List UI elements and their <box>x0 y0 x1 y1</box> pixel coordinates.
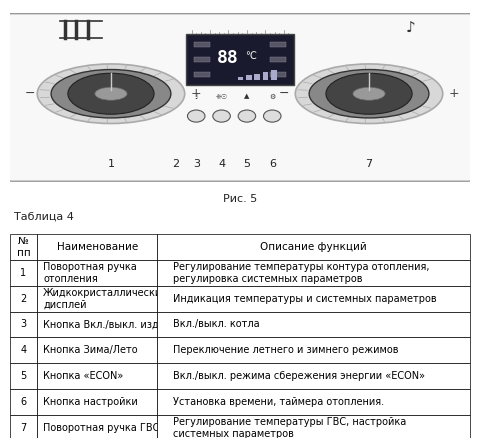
Text: ▲: ▲ <box>244 94 250 99</box>
Bar <box>270 57 286 62</box>
Text: 4: 4 <box>218 159 225 170</box>
Text: 1: 1 <box>108 159 114 170</box>
Text: −: − <box>278 87 289 100</box>
Text: Рис. 5: Рис. 5 <box>223 194 257 204</box>
Circle shape <box>37 64 185 124</box>
Text: −: − <box>25 87 36 100</box>
Bar <box>263 72 268 80</box>
Ellipse shape <box>326 73 412 114</box>
Ellipse shape <box>68 73 154 114</box>
Bar <box>271 70 276 80</box>
Text: 3: 3 <box>193 159 200 170</box>
Circle shape <box>309 70 429 118</box>
Bar <box>194 57 210 62</box>
Circle shape <box>51 70 171 118</box>
Ellipse shape <box>238 110 256 122</box>
Text: +: + <box>449 87 459 100</box>
Text: 7: 7 <box>365 159 372 170</box>
Ellipse shape <box>213 110 230 122</box>
Bar <box>238 77 243 80</box>
Bar <box>194 42 210 47</box>
Text: ⚙: ⚙ <box>269 94 276 99</box>
FancyBboxPatch shape <box>0 14 480 181</box>
Text: 6: 6 <box>269 159 276 170</box>
Text: Таблица 4: Таблица 4 <box>14 212 74 222</box>
Circle shape <box>95 87 127 100</box>
Bar <box>246 75 252 80</box>
Text: 88: 88 <box>216 49 238 67</box>
Text: ♩: ♩ <box>194 94 198 99</box>
Bar <box>270 42 286 47</box>
Bar <box>194 72 210 77</box>
FancyBboxPatch shape <box>186 34 294 85</box>
Circle shape <box>353 87 385 100</box>
Text: ❈☉: ❈☉ <box>216 94 228 99</box>
Text: +: + <box>191 87 202 100</box>
Ellipse shape <box>188 110 205 122</box>
Text: ♪: ♪ <box>406 21 415 36</box>
Ellipse shape <box>264 110 281 122</box>
Text: ℃: ℃ <box>245 51 256 61</box>
Text: 5: 5 <box>243 159 251 170</box>
Text: 2: 2 <box>172 159 179 170</box>
Circle shape <box>295 64 443 124</box>
Bar <box>270 72 286 77</box>
Bar <box>254 74 260 80</box>
